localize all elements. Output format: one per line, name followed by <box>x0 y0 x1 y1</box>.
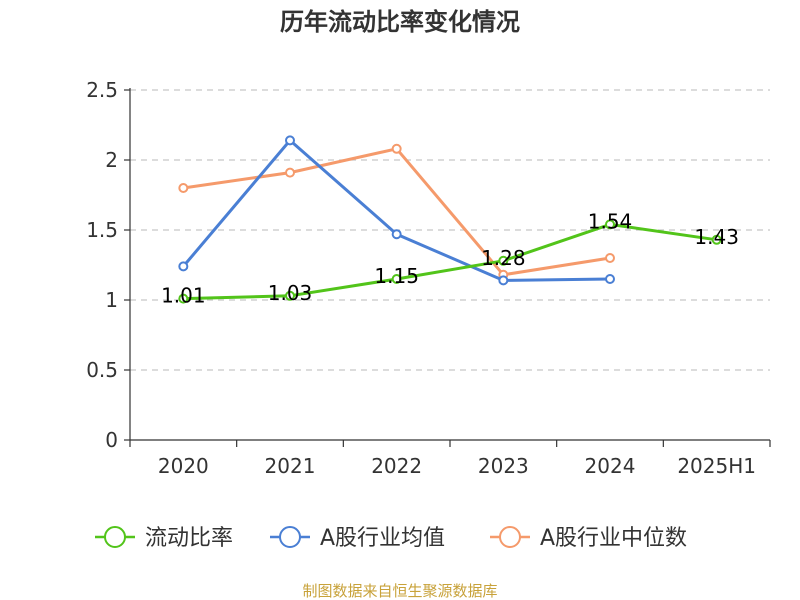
x-tick-label: 2023 <box>478 454 529 478</box>
data-label: 1.54 <box>588 209 633 233</box>
legend-marker-0 <box>104 526 126 548</box>
series <box>178 135 722 304</box>
x-tick-label: 2025H1 <box>677 454 756 478</box>
data-label: 1.03 <box>268 281 313 305</box>
x-tick-label: 2022 <box>371 454 422 478</box>
series-point-0 <box>711 234 722 245</box>
x-tick-label: 2021 <box>265 454 316 478</box>
legend-label: A股行业均值 <box>320 526 445 551</box>
series-point-0 <box>605 219 615 230</box>
y-tick-label: 2 <box>105 148 118 172</box>
y-tick-label: 1.5 <box>86 218 118 242</box>
legend-label: 流动比率 <box>145 526 233 551</box>
series-point-2 <box>605 253 615 263</box>
legend-marker-1 <box>279 526 301 548</box>
chart-title: 历年流动比率变化情况 <box>280 8 520 36</box>
series-point-0 <box>391 274 402 284</box>
grid <box>130 89 770 371</box>
series-point-1 <box>391 229 402 240</box>
series-point-0 <box>285 290 295 301</box>
data-labels: 1.01 1.03 1.15 1.28 1.54 1.43 <box>161 209 739 307</box>
series-point-1 <box>498 275 509 286</box>
y-tick-label: 1 <box>105 288 118 312</box>
data-label: 1.15 <box>374 264 419 288</box>
series-point-0 <box>178 293 189 304</box>
legend: 流动比率 A股行业均值 A股行业中位数 <box>95 526 687 551</box>
series-point-2 <box>391 143 402 154</box>
data-label: 1.28 <box>481 246 526 270</box>
x-tick-label: 2020 <box>158 454 209 478</box>
series-point-0 <box>498 255 509 266</box>
series-point-1 <box>605 274 615 284</box>
y-tick-label: 0.5 <box>86 358 118 382</box>
y-tick-label: 0 <box>105 428 118 452</box>
series-line-2 <box>183 147 611 277</box>
series-point-1 <box>178 261 189 272</box>
y-tick-label: 2.5 <box>86 78 118 102</box>
data-label: 1.01 <box>161 284 206 308</box>
series-point-2 <box>285 167 295 178</box>
series-point-1 <box>285 135 295 146</box>
data-label: 1.43 <box>694 225 739 249</box>
axes: 0 0.5 1 1.5 2 2.5 2020 2021 2022 2023 2024 2025H1 <box>86 78 771 478</box>
series-line-0 <box>183 222 717 301</box>
series-point-2 <box>178 183 189 193</box>
source-note: 制图数据来自恒生聚源数据库 <box>302 582 497 600</box>
legend-marker-2 <box>499 526 521 548</box>
x-tick-label: 2024 <box>585 454 636 478</box>
legend-label: A股行业中位数 <box>540 526 687 551</box>
series-line-1 <box>182 138 611 282</box>
